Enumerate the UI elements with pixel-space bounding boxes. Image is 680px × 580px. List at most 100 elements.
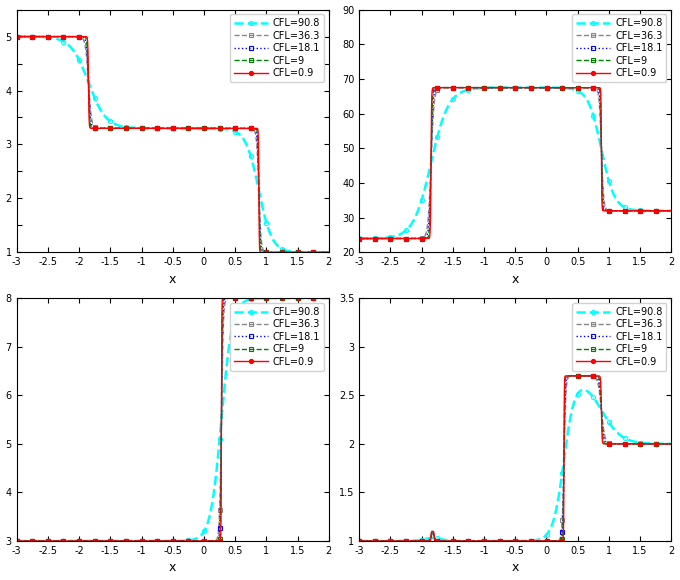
CFL=36.3	[409, 538, 418, 545]
CFL=0.9	[285, 249, 293, 256]
CFL=36.3	[661, 207, 669, 214]
Line: CFL=18.1: CFL=18.1	[14, 34, 331, 255]
CFL=18.1	[488, 84, 496, 91]
CFL=9	[628, 207, 636, 214]
CFL=0.9	[475, 538, 483, 545]
CFL=90.8	[13, 33, 21, 40]
CFL=36.3	[324, 249, 333, 256]
CFL=9	[488, 538, 496, 545]
CFL=0.9	[67, 538, 75, 545]
CFL=9	[573, 372, 581, 379]
CFL=9	[48, 538, 56, 545]
CFL=90.8	[667, 440, 675, 447]
CFL=18.1	[355, 538, 363, 545]
Legend: CFL=90.8, CFL=36.3, CFL=18.1, CFL=9, CFL=0.9: CFL=90.8, CFL=36.3, CFL=18.1, CFL=9, CFL…	[573, 303, 666, 371]
CFL=36.3	[488, 538, 496, 545]
CFL=36.3	[133, 125, 141, 132]
CFL=9	[355, 235, 363, 242]
CFL=18.1	[67, 538, 75, 545]
Legend: CFL=90.8, CFL=36.3, CFL=18.1, CFL=9, CFL=0.9: CFL=90.8, CFL=36.3, CFL=18.1, CFL=9, CFL…	[573, 14, 666, 82]
CFL=18.1	[319, 295, 327, 302]
Line: CFL=36.3: CFL=36.3	[14, 296, 331, 543]
CFL=9	[391, 235, 399, 242]
CFL=36.3	[409, 235, 418, 242]
CFL=0.9	[628, 440, 636, 447]
X-axis label: x: x	[511, 273, 519, 286]
CFL=9	[285, 249, 293, 256]
CFL=36.3	[391, 538, 399, 545]
CFL=36.3	[628, 207, 636, 214]
CFL=0.9	[224, 295, 233, 302]
CFL=18.1	[285, 295, 293, 302]
CFL=36.3	[48, 33, 56, 40]
CFL=18.1	[409, 538, 418, 545]
CFL=9	[146, 538, 154, 545]
CFL=9	[628, 440, 636, 447]
CFL=90.8	[67, 44, 75, 50]
CFL=18.1	[48, 33, 56, 40]
CFL=9	[667, 207, 675, 214]
CFL=90.8	[496, 538, 504, 545]
CFL=18.1	[285, 249, 293, 256]
CFL=0.9	[319, 249, 327, 256]
CFL=90.8	[662, 440, 670, 447]
CFL=90.8	[355, 538, 363, 545]
CFL=90.8	[475, 538, 483, 545]
CFL=0.9	[391, 538, 399, 545]
CFL=36.3	[355, 538, 363, 545]
Line: CFL=90.8: CFL=90.8	[14, 296, 331, 543]
Line: CFL=36.3: CFL=36.3	[357, 374, 673, 543]
CFL=0.9	[409, 538, 418, 545]
CFL=0.9	[409, 235, 418, 242]
CFL=9	[319, 249, 327, 256]
CFL=36.3	[475, 84, 483, 91]
CFL=0.9	[475, 84, 483, 91]
CFL=18.1	[409, 235, 418, 242]
CFL=36.3	[296, 249, 305, 256]
CFL=0.9	[355, 538, 363, 545]
CFL=18.1	[667, 440, 675, 447]
CFL=9	[67, 538, 75, 545]
CFL=0.9	[133, 125, 141, 132]
CFL=18.1	[574, 372, 582, 379]
CFL=36.3	[667, 207, 675, 214]
CFL=36.3	[574, 372, 582, 379]
CFL=9	[475, 84, 483, 91]
CFL=18.1	[488, 538, 496, 545]
CFL=90.8	[409, 537, 418, 544]
CFL=9	[661, 207, 669, 214]
CFL=90.8	[146, 538, 154, 545]
CFL=9	[272, 249, 280, 256]
CFL=18.1	[283, 249, 291, 256]
CFL=36.3	[319, 249, 327, 256]
CFL=90.8	[355, 235, 363, 242]
CFL=18.1	[48, 538, 56, 545]
CFL=18.1	[241, 295, 249, 302]
CFL=36.3	[133, 538, 141, 545]
CFL=18.1	[628, 207, 636, 214]
CFL=36.3	[391, 235, 399, 242]
CFL=18.1	[146, 538, 154, 545]
CFL=90.8	[661, 207, 669, 214]
CFL=90.8	[318, 249, 326, 256]
CFL=0.9	[628, 207, 636, 214]
Legend: CFL=90.8, CFL=36.3, CFL=18.1, CFL=9, CFL=0.9: CFL=90.8, CFL=36.3, CFL=18.1, CFL=9, CFL…	[230, 14, 324, 82]
CFL=36.3	[48, 538, 56, 545]
CFL=18.1	[133, 538, 141, 545]
CFL=9	[324, 295, 333, 302]
CFL=0.9	[488, 84, 496, 91]
CFL=9	[667, 440, 675, 447]
CFL=90.8	[67, 538, 75, 545]
CFL=9	[232, 295, 240, 302]
CFL=90.8	[324, 249, 333, 256]
CFL=0.9	[661, 440, 669, 447]
Line: CFL=90.8: CFL=90.8	[14, 34, 331, 255]
CFL=36.3	[285, 249, 293, 256]
CFL=90.8	[409, 218, 418, 224]
CFL=0.9	[13, 33, 21, 40]
CFL=90.8	[48, 538, 56, 545]
CFL=90.8	[13, 538, 21, 545]
CFL=90.8	[318, 295, 326, 302]
Line: CFL=36.3: CFL=36.3	[357, 85, 673, 241]
Line: CFL=9: CFL=9	[14, 34, 331, 255]
